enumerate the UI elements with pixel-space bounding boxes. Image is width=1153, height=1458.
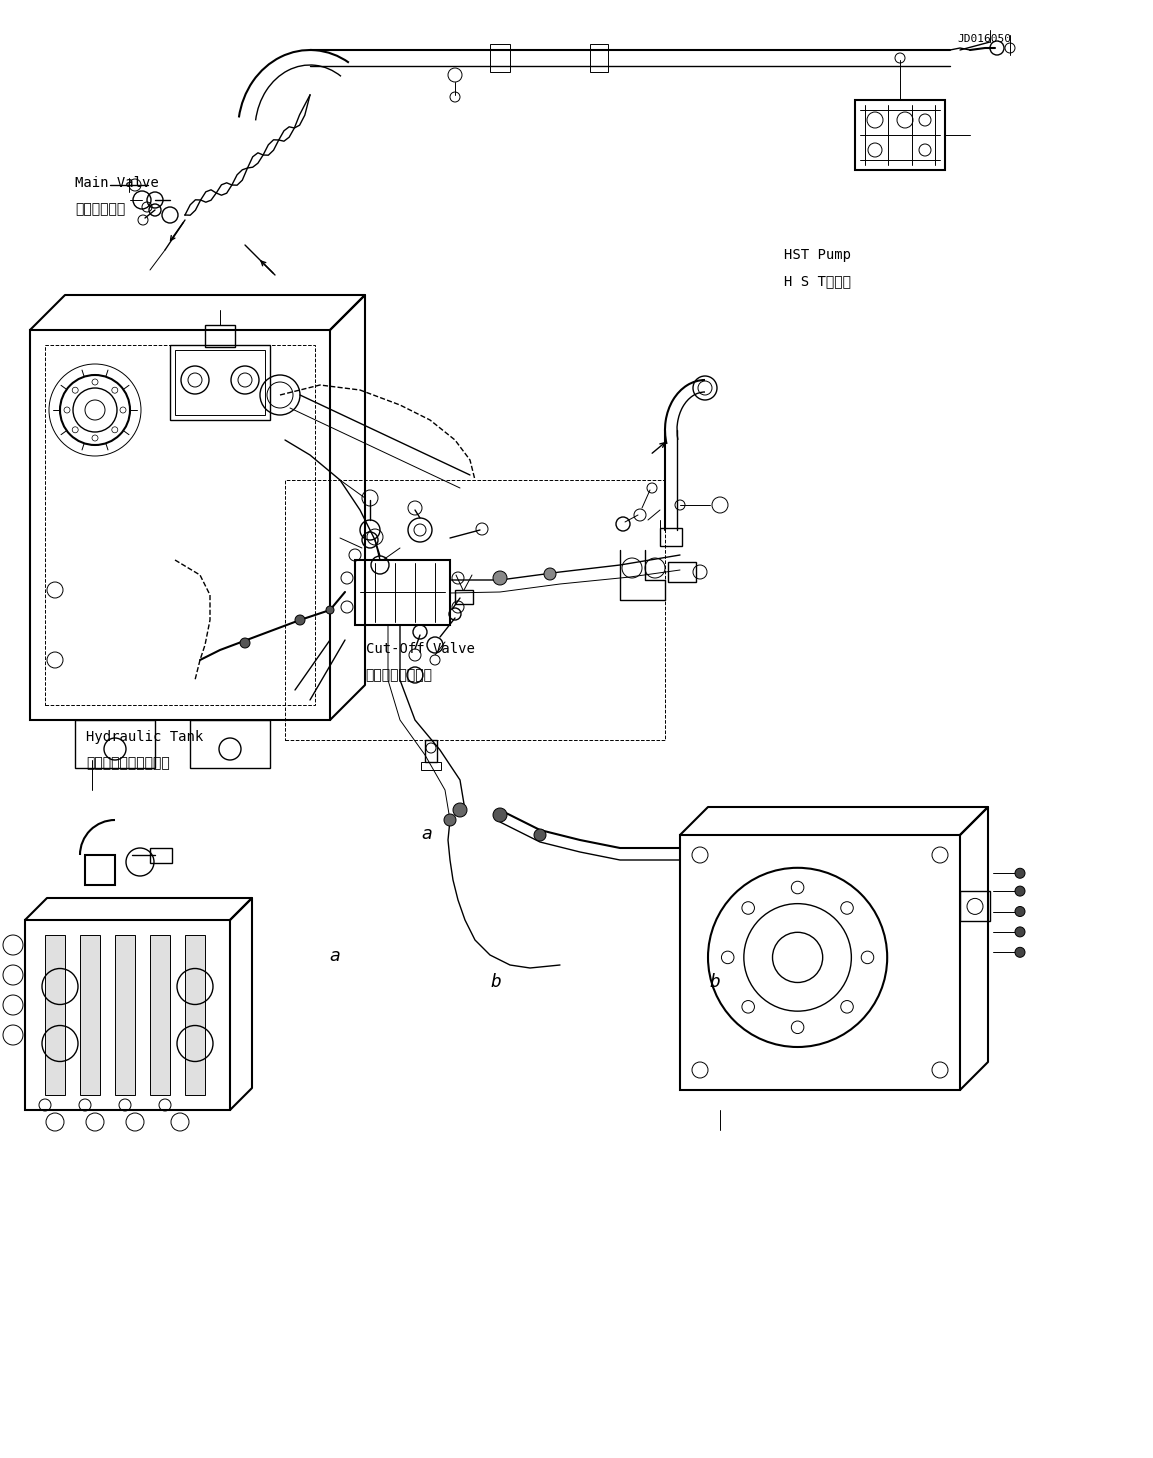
Text: JD016050: JD016050 [957,34,1011,44]
Text: a: a [421,825,432,843]
Bar [490,44,510,71]
Bar [30,330,330,720]
Bar [115,935,135,1095]
Text: Main Valve: Main Valve [75,175,159,190]
Bar [355,560,450,625]
Bar [184,935,205,1095]
Bar [25,920,229,1110]
Circle shape [240,639,250,647]
Circle shape [453,803,467,816]
Bar [45,346,315,706]
Bar [85,854,115,885]
Circle shape [295,615,306,625]
Circle shape [1015,927,1025,937]
Circle shape [493,572,507,585]
Circle shape [544,569,556,580]
Text: HST Pump: HST Pump [784,248,851,262]
Bar [425,741,437,763]
Bar [75,720,155,768]
Circle shape [1015,907,1025,917]
Bar [80,935,100,1095]
Text: b: b [490,974,502,991]
Text: カットオフバルブ: カットオフバルブ [366,668,432,682]
Bar [285,480,665,741]
Circle shape [1015,869,1025,878]
Circle shape [1015,948,1025,958]
Bar [856,101,945,171]
Text: Hydraulic Tank: Hydraulic Tank [86,729,204,744]
Bar [190,720,270,768]
Text: b: b [709,974,721,991]
Bar [150,935,169,1095]
Circle shape [326,607,334,614]
Bar [150,849,172,863]
Circle shape [534,830,547,841]
Text: ハイドロリックタンク: ハイドロリックタンク [86,755,171,770]
Bar [590,44,608,71]
Text: a: a [329,948,340,965]
Bar [660,528,683,545]
Bar [960,891,990,921]
Bar [680,835,960,1091]
Bar [668,561,696,582]
Bar [455,590,473,604]
Circle shape [444,814,455,827]
Text: H S Tポンプ: H S Tポンプ [784,274,851,289]
Circle shape [1015,886,1025,897]
Bar [45,935,65,1095]
Bar [421,763,440,770]
Bar [169,346,270,420]
Bar [205,325,235,347]
Bar [175,350,265,416]
Circle shape [493,808,507,822]
Text: Cut-Off Valve: Cut-Off Valve [366,642,474,656]
Text: メインバルブ: メインバルブ [75,201,126,216]
